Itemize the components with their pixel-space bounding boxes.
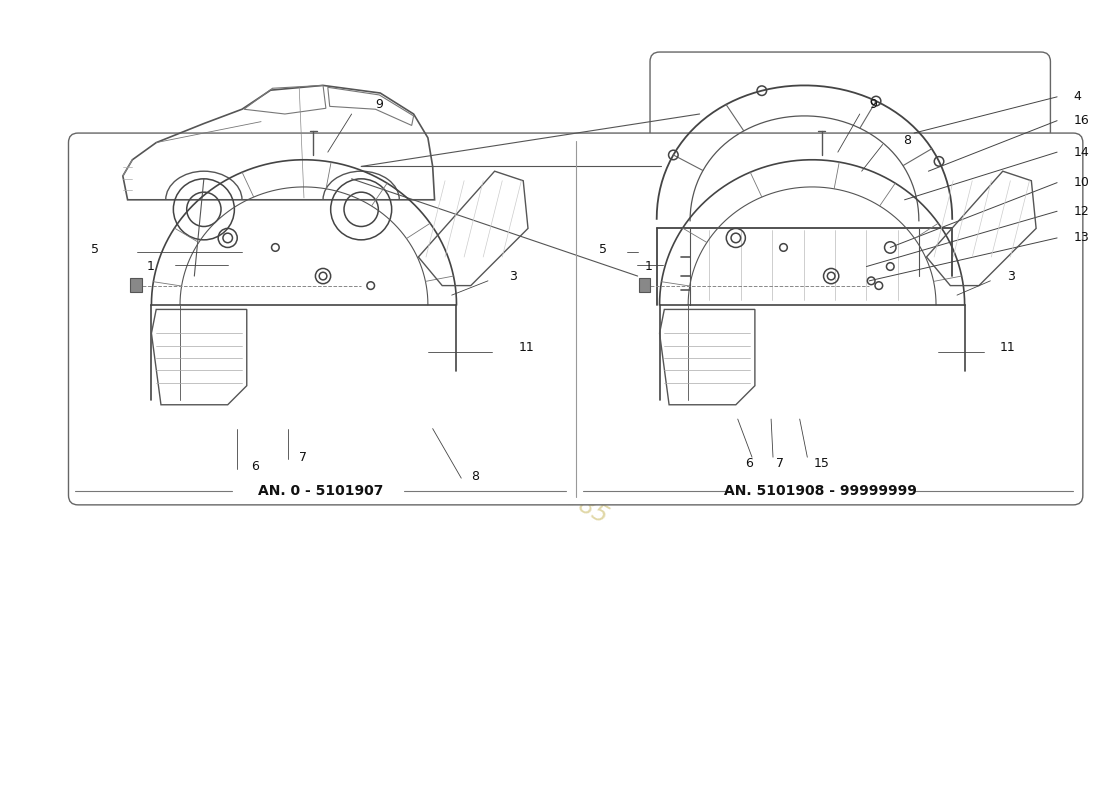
Text: 3: 3 — [1008, 270, 1015, 282]
Text: 11: 11 — [518, 341, 535, 354]
Text: 14: 14 — [1074, 146, 1089, 158]
FancyBboxPatch shape — [650, 52, 1050, 366]
Text: 5: 5 — [600, 243, 607, 256]
Text: 10: 10 — [1074, 176, 1089, 189]
Text: 11: 11 — [1000, 341, 1015, 354]
Text: 7: 7 — [776, 458, 784, 470]
Text: 6: 6 — [252, 460, 260, 474]
Text: AN. 0 - 5101907: AN. 0 - 5101907 — [258, 483, 384, 498]
Text: 4: 4 — [1074, 90, 1081, 103]
Text: a passion for parts since 1985: a passion for parts since 1985 — [292, 329, 613, 528]
Text: 1: 1 — [645, 260, 652, 273]
Text: 16: 16 — [1074, 114, 1089, 127]
Text: 9: 9 — [869, 98, 877, 111]
Text: AN. 5101908 - 99999999: AN. 5101908 - 99999999 — [724, 483, 917, 498]
FancyBboxPatch shape — [68, 133, 1082, 505]
Text: 13: 13 — [1074, 231, 1089, 245]
Text: 7: 7 — [299, 450, 307, 464]
Text: 8: 8 — [903, 134, 911, 147]
FancyBboxPatch shape — [639, 278, 650, 292]
Text: 8: 8 — [471, 470, 478, 482]
Text: 3: 3 — [509, 270, 517, 282]
Text: 12: 12 — [1074, 205, 1089, 218]
Text: 1: 1 — [146, 260, 154, 273]
FancyBboxPatch shape — [131, 278, 142, 292]
Text: 15: 15 — [814, 458, 829, 470]
Text: 6: 6 — [746, 458, 754, 470]
Text: 9: 9 — [375, 98, 383, 111]
Text: europarts: europarts — [54, 124, 639, 524]
Text: 5: 5 — [91, 243, 99, 256]
